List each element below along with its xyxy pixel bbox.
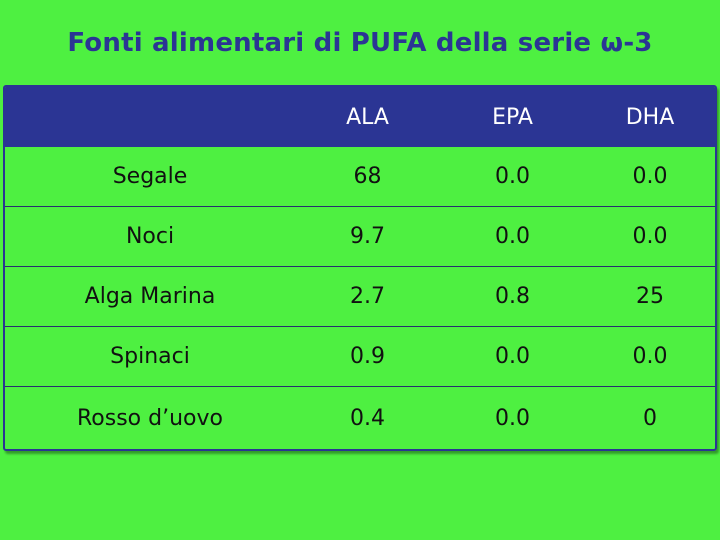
ala-value: 68: [353, 164, 382, 189]
row-label: Segale: [112, 164, 188, 189]
epa-value: 0.0: [440, 386, 585, 449]
row-label: Alga Marina: [5, 266, 295, 327]
table-row: Rosso d’uovo 0.4 0.0 0: [5, 386, 715, 449]
dha-value: 0: [585, 386, 715, 449]
table-row: Spinaci 0.9 0.0 0.0: [5, 326, 715, 387]
dha-value: 25: [585, 266, 715, 327]
epa-value: 0.8: [440, 266, 585, 327]
header-cell-empty: [5, 87, 295, 147]
epa-value: 0.0: [440, 206, 585, 267]
header-cell-dha: DHA: [585, 87, 715, 147]
ala-value: 0.9: [295, 326, 440, 387]
epa-value: 0.0: [440, 326, 585, 387]
ala-value: 0.4: [295, 386, 440, 449]
row-label: Spinaci: [5, 326, 295, 387]
epa-value: 0.0: [495, 164, 530, 189]
data-table: ALA EPA DHA Segale 68 0.0 0.0 Noci 9.7 0…: [5, 87, 715, 449]
slide-title: Fonti alimentari di PUFA della serie ω-3: [67, 28, 653, 58]
row-label: Rosso d’uovo: [5, 386, 295, 449]
data-table-frame: ALA EPA DHA Segale 68 0.0 0.0 Noci 9.7 0…: [3, 85, 717, 451]
dha-value: 0.0: [632, 164, 668, 189]
table-row: Segale 68 0.0 0.0: [5, 147, 715, 207]
table-row: Alga Marina 2.7 0.8 25: [5, 266, 715, 327]
dha-value: 0.0: [585, 326, 715, 387]
table-header-row: ALA EPA DHA: [5, 87, 715, 147]
row-label: Noci: [5, 206, 295, 267]
ala-value: 9.7: [295, 206, 440, 267]
dha-value: 0.0: [585, 206, 715, 267]
table-row: Noci 9.7 0.0 0.0: [5, 206, 715, 267]
header-cell-epa: EPA: [440, 87, 585, 147]
header-cell-ala: ALA: [295, 87, 440, 147]
ala-value: 2.7: [295, 266, 440, 327]
